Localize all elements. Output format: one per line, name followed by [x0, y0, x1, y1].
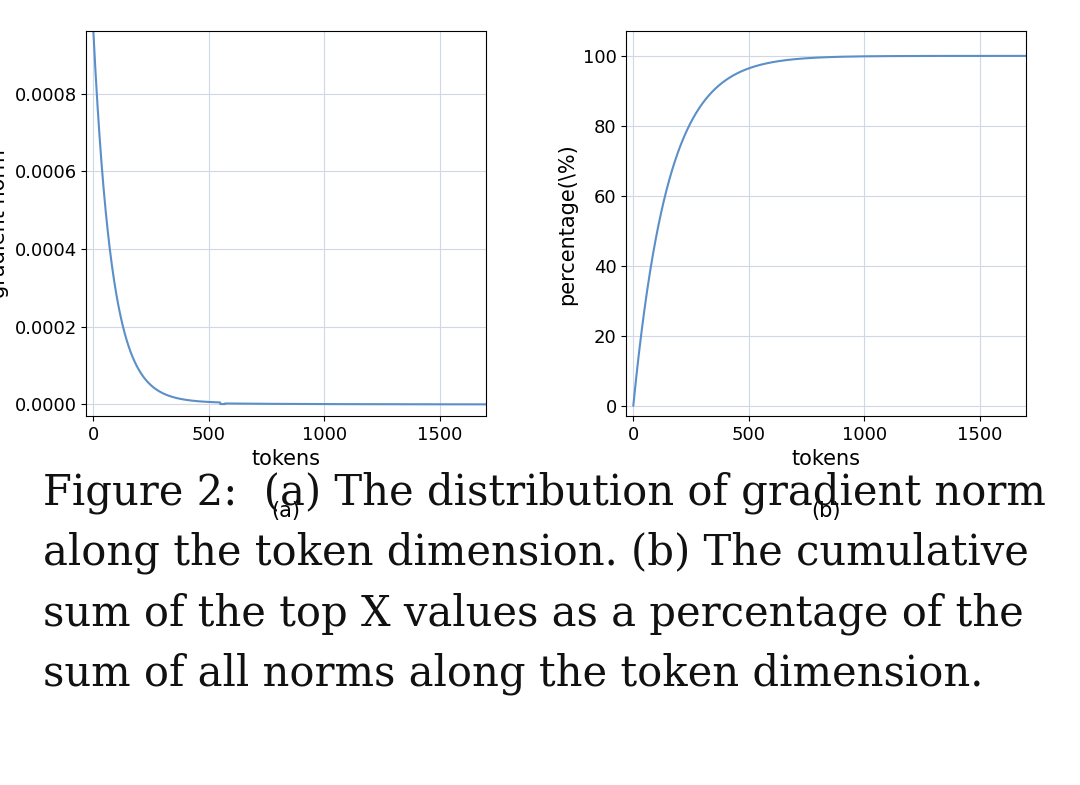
X-axis label: tokens: tokens: [252, 449, 321, 469]
Y-axis label: percentage(\%): percentage(\%): [557, 143, 577, 305]
X-axis label: tokens: tokens: [792, 449, 861, 469]
Text: (b): (b): [811, 501, 841, 520]
Y-axis label: gradient norm: gradient norm: [0, 149, 9, 298]
Text: (a): (a): [272, 501, 300, 520]
Text: Figure 2:  (a) The distribution of gradient norm
along the token dimension. (b) : Figure 2: (a) The distribution of gradie…: [43, 471, 1047, 696]
